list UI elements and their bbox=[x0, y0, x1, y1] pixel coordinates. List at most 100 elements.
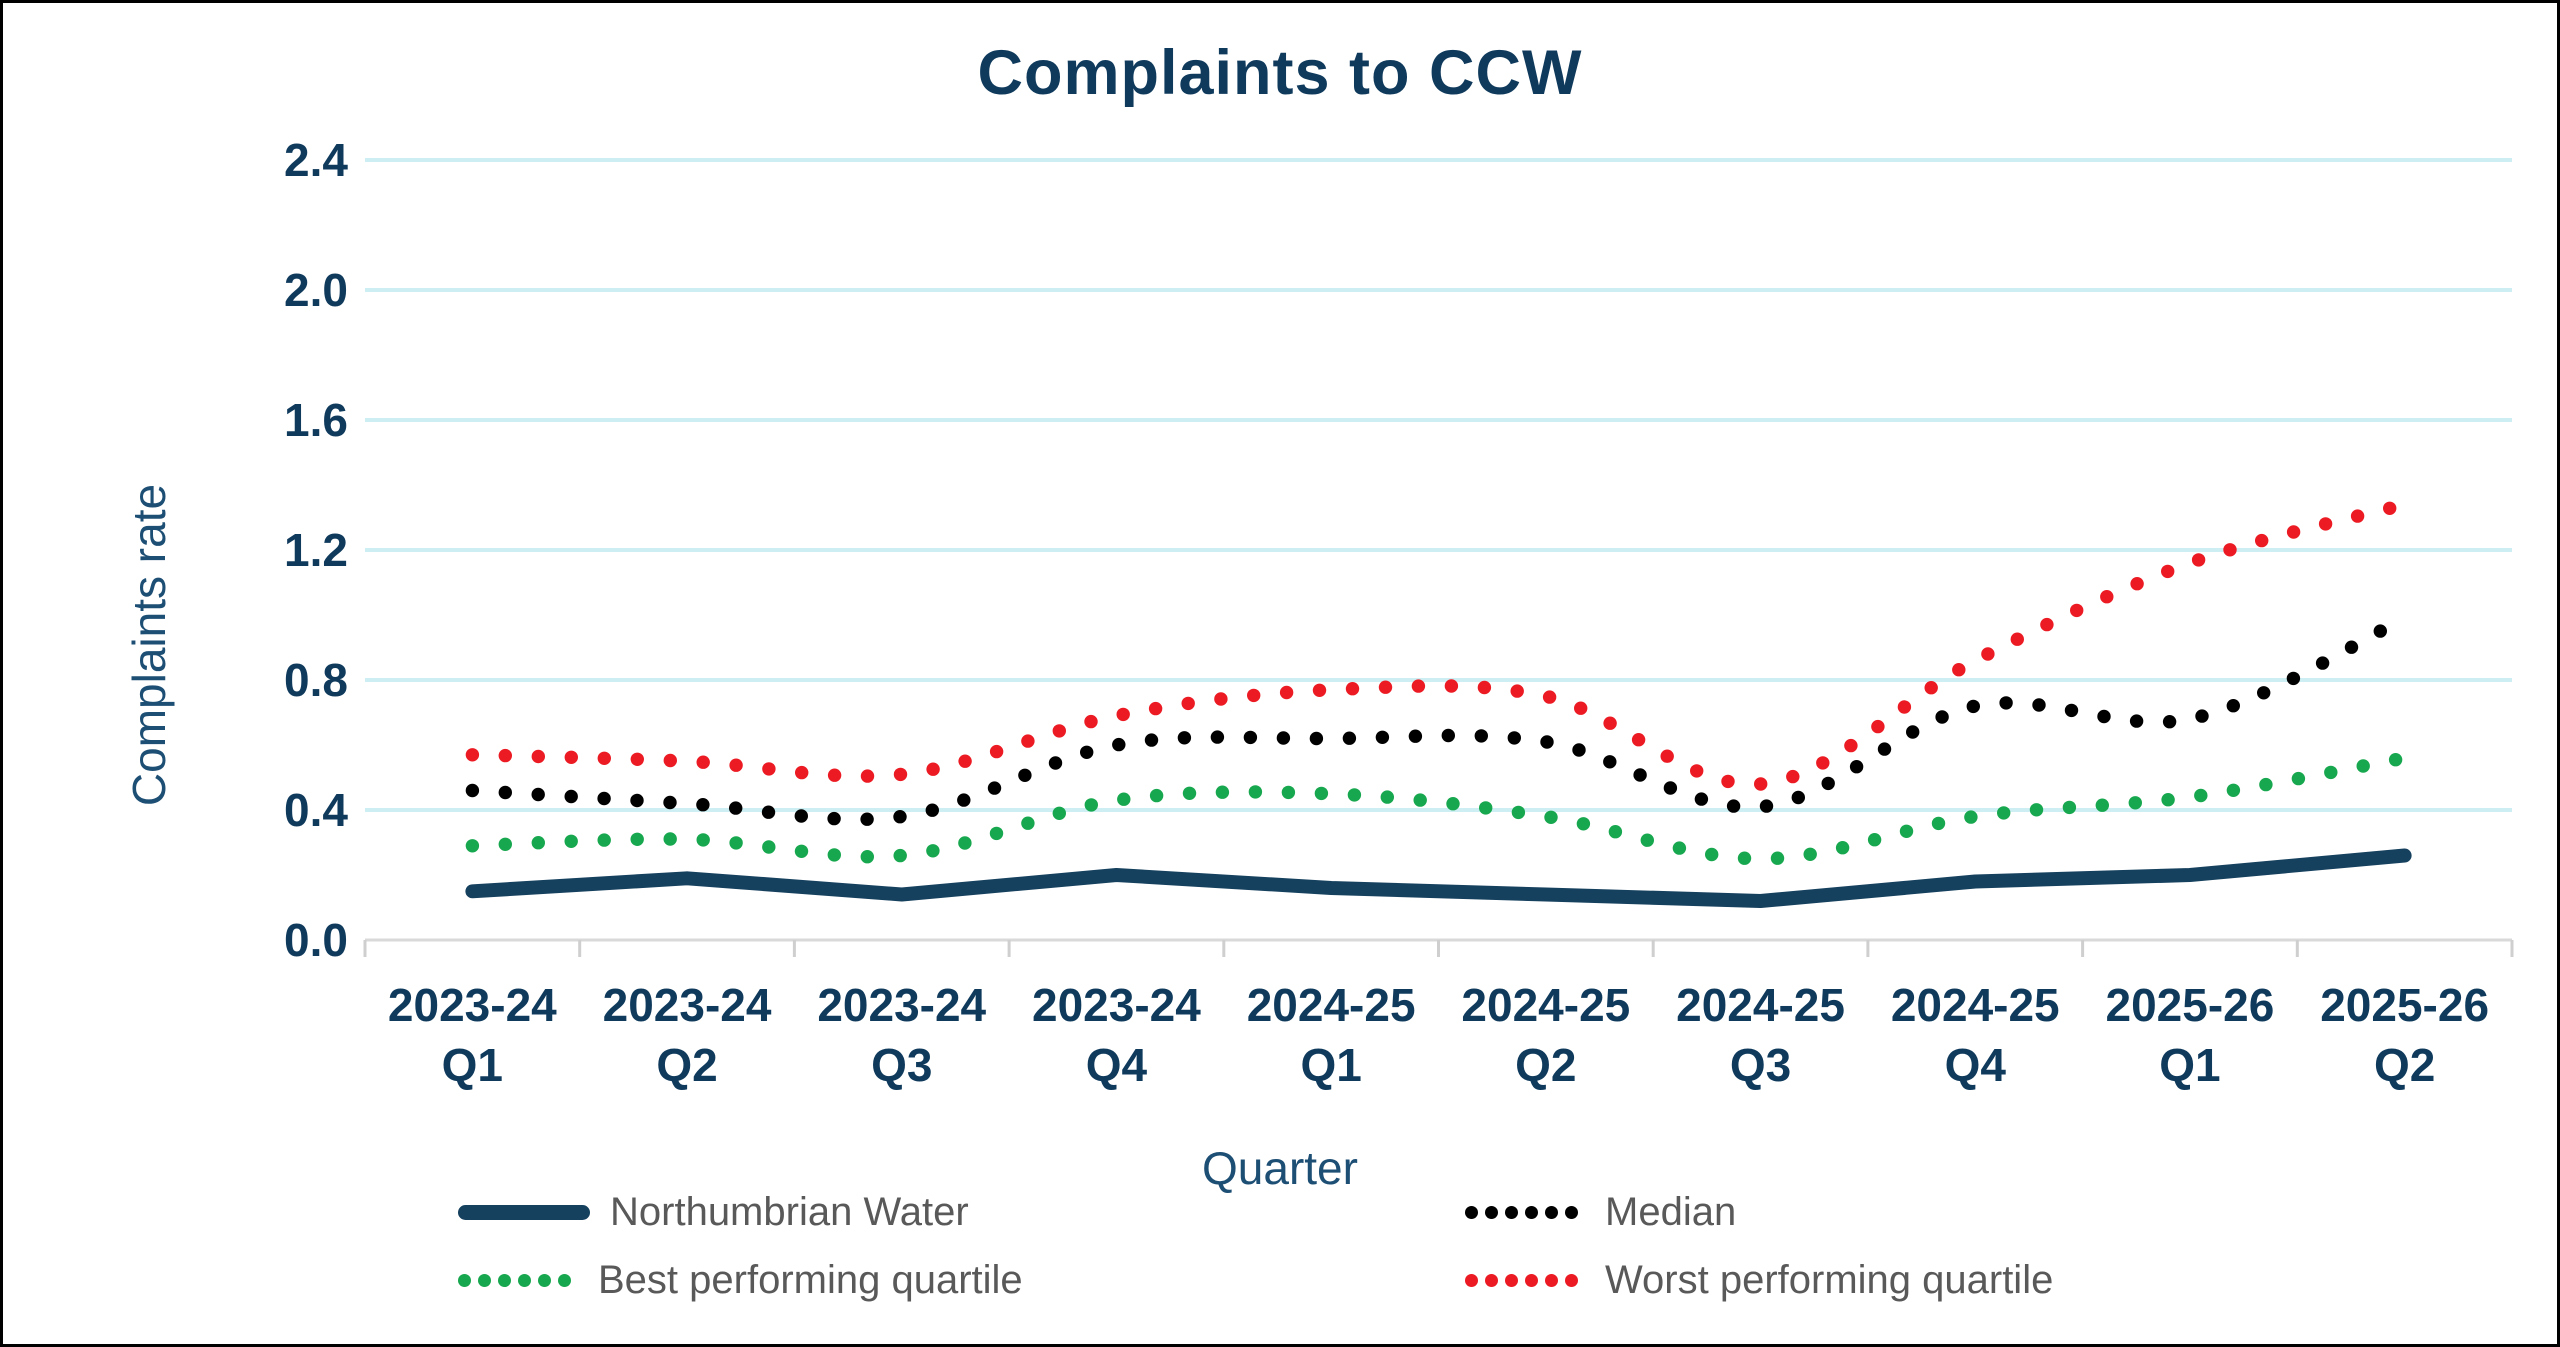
series-dot-median bbox=[957, 793, 971, 807]
legend-swatch-dot bbox=[538, 1273, 551, 1287]
series-dot-worst-performing-quartile bbox=[1052, 724, 1067, 738]
legend-item: Worst performing quartile bbox=[1465, 1252, 2053, 1308]
series-dot-worst-performing-quartile bbox=[1214, 692, 1228, 706]
legend-dotted-line-swatch bbox=[1465, 1273, 1585, 1287]
legend-dotted-line-swatch bbox=[1465, 1205, 1585, 1219]
series-dot-best-performing-quartile bbox=[1182, 786, 1197, 800]
series-dot-best-performing-quartile bbox=[1544, 810, 1558, 824]
series-dot-median bbox=[1759, 799, 1774, 813]
series-dot-median bbox=[827, 811, 841, 826]
chart-title: Complaints to CCW bbox=[977, 38, 1583, 108]
series-dot-worst-performing-quartile bbox=[663, 753, 677, 768]
x-tick-label-year: 2025-26 bbox=[2320, 979, 2490, 1031]
series-dot-best-performing-quartile bbox=[696, 833, 710, 847]
series-dot-worst-performing-quartile bbox=[1378, 680, 1393, 694]
x-tick-label-year: 2023-24 bbox=[387, 979, 557, 1031]
legend-label: Median bbox=[1605, 1189, 1737, 1234]
series-dot-median bbox=[1966, 699, 1981, 714]
series-dot-best-performing-quartile bbox=[1281, 785, 1296, 800]
x-tick-label-quarter: Q2 bbox=[656, 1039, 718, 1091]
series-dot-median bbox=[696, 798, 710, 812]
series-dot-best-performing-quartile bbox=[762, 840, 776, 854]
series-dot-worst-performing-quartile bbox=[795, 765, 809, 780]
series-dot-best-performing-quartile bbox=[663, 832, 677, 846]
series-dot-worst-performing-quartile bbox=[926, 762, 940, 776]
series-dot-best-performing-quartile bbox=[2128, 796, 2142, 810]
series-dot-worst-performing-quartile bbox=[1981, 647, 1995, 661]
series-line-northumbrian-water bbox=[465, 848, 2412, 908]
series-dot-worst-performing-quartile bbox=[1021, 734, 1035, 748]
series-dot-best-performing-quartile bbox=[531, 836, 545, 850]
series-dot-worst-performing-quartile bbox=[1897, 700, 1912, 714]
x-tick-label-quarter: Q2 bbox=[2373, 1039, 2436, 1091]
series-dot-worst-performing-quartile bbox=[1721, 774, 1735, 789]
x-tick-label: 2023-24 Q1 bbox=[357, 975, 587, 1095]
series-dot-median bbox=[1210, 730, 1225, 744]
legend-swatch-dot bbox=[498, 1273, 511, 1287]
series-dot-best-performing-quartile bbox=[2226, 783, 2241, 797]
series-dot-median bbox=[2064, 703, 2079, 718]
series-dot-worst-performing-quartile bbox=[2191, 553, 2206, 567]
series-dot-worst-performing-quartile bbox=[1477, 680, 1492, 695]
series-dot-best-performing-quartile bbox=[1021, 816, 1035, 830]
series-dot-median bbox=[893, 810, 907, 824]
legend-swatch-dot bbox=[1485, 1205, 1498, 1219]
series-dot-worst-performing-quartile bbox=[2223, 543, 2237, 557]
series-dot-median bbox=[2097, 709, 2111, 724]
series-dot-best-performing-quartile bbox=[2029, 803, 2044, 817]
series-dot-median bbox=[663, 795, 677, 810]
series-dot-best-performing-quartile bbox=[827, 848, 841, 862]
x-tick-label-quarter: Q3 bbox=[871, 1039, 933, 1091]
series-dot-median bbox=[630, 793, 644, 808]
legend-swatch-dot bbox=[558, 1273, 571, 1287]
series-dot-median bbox=[1572, 743, 1586, 757]
x-tick-label: 2024-25 Q4 bbox=[1860, 975, 2090, 1095]
series-dot-worst-performing-quartile bbox=[2286, 525, 2301, 539]
series-dot-worst-performing-quartile bbox=[1444, 679, 1459, 693]
series-dot-median bbox=[1507, 731, 1522, 745]
series-dot-worst-performing-quartile bbox=[1510, 684, 1524, 698]
series-dot-worst-performing-quartile bbox=[1411, 679, 1426, 693]
series-dot-worst-performing-quartile bbox=[1660, 749, 1674, 763]
y-tick-label: 1.2 bbox=[284, 524, 348, 576]
series-dot-median bbox=[1603, 755, 1617, 769]
x-tick-label: 2023-24 Q4 bbox=[1001, 975, 1231, 1095]
series-dot-worst-performing-quartile bbox=[2070, 603, 2084, 618]
series-dot-best-performing-quartile bbox=[1899, 824, 1914, 838]
series-dot-worst-performing-quartile bbox=[1116, 707, 1130, 722]
x-tick-label-quarter: Q3 bbox=[1729, 1039, 1792, 1091]
x-tick-label-quarter: Q1 bbox=[441, 1039, 504, 1091]
x-tick-label-year: 2024-25 bbox=[1246, 979, 1416, 1031]
series-dot-worst-performing-quartile bbox=[1816, 756, 1830, 770]
series-dot-worst-performing-quartile bbox=[2255, 533, 2269, 548]
series-dot-median bbox=[2257, 686, 2271, 700]
series-dot-worst-performing-quartile bbox=[1312, 683, 1327, 697]
legend-swatch-dot bbox=[1565, 1205, 1578, 1219]
x-tick-label: 2024-25 Q3 bbox=[1646, 975, 1876, 1095]
series-dot-best-performing-quartile bbox=[1997, 806, 2011, 820]
series-dot-median bbox=[1821, 776, 1835, 791]
series-dot-best-performing-quartile bbox=[1149, 788, 1164, 803]
series-dot-median bbox=[925, 803, 939, 817]
series-dot-worst-performing-quartile bbox=[1148, 701, 1163, 716]
series-dot-median bbox=[2032, 698, 2046, 712]
series-dot-median bbox=[1474, 729, 1489, 743]
series-dot-worst-performing-quartile bbox=[1084, 714, 1098, 729]
series-dot-best-performing-quartile bbox=[1052, 806, 1067, 820]
series-dot-median bbox=[1906, 725, 1920, 739]
series-dot-best-performing-quartile bbox=[989, 826, 1004, 841]
legend-label: Worst performing quartile bbox=[1605, 1257, 2054, 1302]
legend-swatch-dot bbox=[1525, 1273, 1538, 1287]
series-dot-median bbox=[1080, 745, 1094, 759]
series-dot-best-performing-quartile bbox=[2062, 800, 2077, 815]
series-dot-worst-performing-quartile bbox=[827, 768, 842, 782]
x-tick-label: 2023-24 Q2 bbox=[572, 975, 802, 1095]
series-dot-median bbox=[1309, 731, 1324, 746]
series-dot-worst-performing-quartile bbox=[729, 758, 743, 772]
series-dot-worst-performing-quartile bbox=[2040, 617, 2054, 632]
x-tick-label: 2025-26 Q1 bbox=[2075, 975, 2305, 1095]
x-tick-label: 2024-25 Q2 bbox=[1431, 975, 1661, 1095]
series-dot-best-performing-quartile bbox=[1964, 810, 1978, 824]
series-dot-best-performing-quartile bbox=[1835, 841, 1850, 855]
series-dot-median bbox=[1791, 790, 1806, 805]
